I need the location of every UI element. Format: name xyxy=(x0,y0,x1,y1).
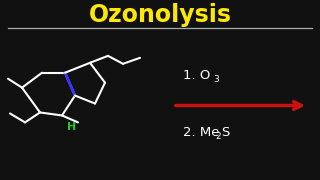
Text: Ozonolysis: Ozonolysis xyxy=(89,3,231,27)
Text: 2. Me: 2. Me xyxy=(183,126,220,139)
Text: 1. O: 1. O xyxy=(183,69,210,82)
Text: 2: 2 xyxy=(215,132,220,141)
FancyArrowPatch shape xyxy=(176,102,301,109)
Text: 3: 3 xyxy=(213,75,219,84)
Text: H: H xyxy=(68,122,76,132)
Text: S: S xyxy=(221,126,229,139)
